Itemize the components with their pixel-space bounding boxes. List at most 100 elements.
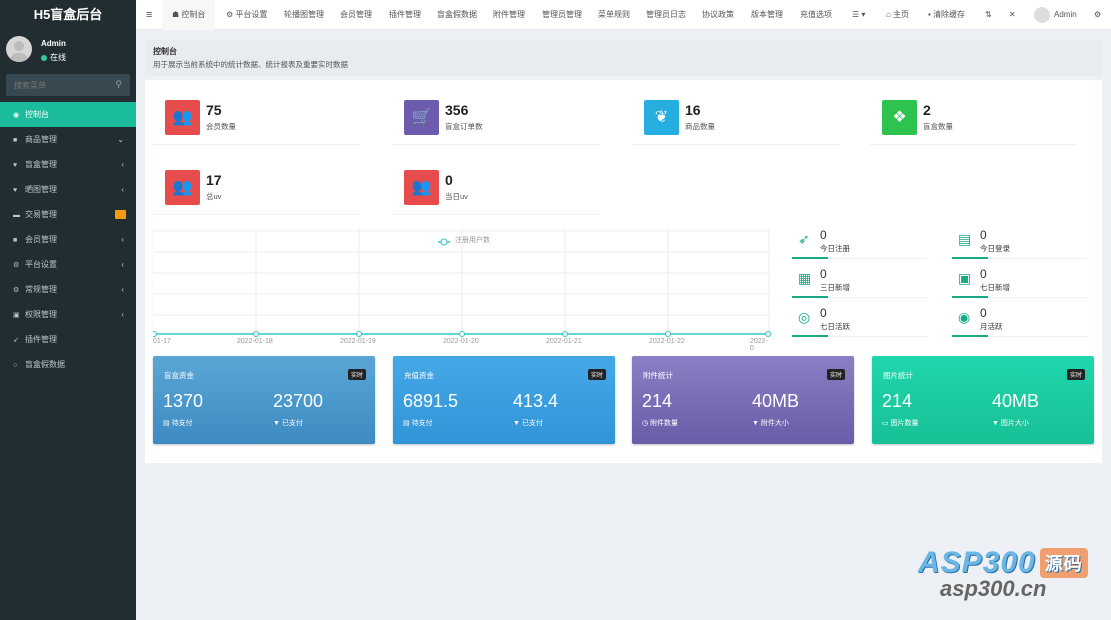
tab-dashboard[interactable]: ☗ 控制台 bbox=[162, 0, 216, 30]
stat-orders: 🛒 356 盲盒订单数 bbox=[392, 90, 599, 145]
mini-stat-7day-active: ◎ 0 七日活跃 bbox=[792, 304, 932, 342]
sidebar-item-blindbox[interactable]: ♥ 盲盒管理 ‹ bbox=[0, 152, 136, 177]
file-icon: ▤ bbox=[163, 420, 172, 427]
chevron-left-icon: ‹ bbox=[121, 160, 124, 169]
x-tick: 2022-01-20 bbox=[443, 338, 479, 345]
group-icon: ▣ bbox=[13, 312, 20, 319]
menu-search-input[interactable] bbox=[6, 74, 130, 96]
sidebar-item-platform[interactable]: ⚙ 平台设置 ‹ bbox=[0, 252, 136, 277]
avatar[interactable] bbox=[1034, 7, 1050, 23]
users-icon: 👥 bbox=[165, 170, 200, 205]
sidebar-item-showcase[interactable]: ♥ 晒图管理 ‹ bbox=[0, 177, 136, 202]
filter-icon: ▼ bbox=[513, 420, 522, 427]
home-link[interactable]: ⌂ 主页 bbox=[886, 10, 910, 19]
sidebar-item-dashboard[interactable]: ◉ 控制台 bbox=[0, 102, 136, 127]
tab-banner[interactable]: 轮播图管理 bbox=[284, 10, 324, 19]
users-icon: 👥 bbox=[404, 170, 439, 205]
content-header: 控制台 用于展示当前系统中的统计数据、统计报表及重要实时数据 bbox=[145, 40, 1102, 76]
page-title: 控制台 bbox=[153, 47, 177, 56]
sidebar-item-auth[interactable]: ▣ 权限管理 ‹ bbox=[0, 302, 136, 327]
stat-today-uv: 👥 0 当日uv bbox=[392, 160, 599, 215]
gift-icon: ♥ bbox=[13, 162, 18, 169]
calendar-plus-icon: ▣ bbox=[958, 270, 972, 286]
cogs-icon: ⚙ bbox=[13, 262, 20, 269]
tab-fake-data[interactable]: 盲盒假数据 bbox=[437, 10, 477, 19]
card-recharge-funds: 充值资金 实时 6891.5 413.4 ▤ 待支付 ▼ 已支付 bbox=[393, 356, 615, 444]
realtime-badge: 实时 bbox=[347, 369, 366, 380]
dashboard-icon: ☗ bbox=[172, 10, 182, 19]
mini-stat-today-register: ➶ 0 今日注册 bbox=[792, 226, 932, 264]
mini-stat-month-active: ◉ 0 月活跃 bbox=[952, 304, 1092, 342]
sidebar-item-products[interactable]: ■ 商品管理 ⌄ bbox=[0, 127, 136, 152]
cart-icon: ▬ bbox=[13, 212, 20, 219]
sidebar-menu: ◉ 控制台 ■ 商品管理 ⌄ ♥ 盲盒管理 ‹ ♥ 晒图管理 ‹ ▬ 交易管理 ■ 会员管理 ‹ ⚙… bbox=[0, 102, 136, 377]
gear-icon: ⚙ bbox=[226, 10, 236, 19]
tab-attachments[interactable]: 附件管理 bbox=[493, 10, 525, 19]
dashboard-icon: ◉ bbox=[13, 112, 20, 119]
translate-icon[interactable]: ⇅ bbox=[985, 10, 992, 19]
filter-icon: ▼ bbox=[752, 420, 761, 427]
clear-cache-button[interactable]: ▪ 清除缓存 bbox=[928, 10, 966, 19]
search-icon[interactable]: ⚲ bbox=[115, 79, 122, 89]
realtime-badge: 实时 bbox=[826, 369, 845, 380]
registration-line-chart[interactable]: 注册用户数 01-17 2022-01-18 2022-01-19 2022-0… bbox=[151, 228, 771, 352]
tab-admin-log[interactable]: 管理员日志 bbox=[646, 10, 686, 19]
chart-legend[interactable]: 注册用户数 bbox=[455, 237, 490, 244]
chevron-left-icon: ‹ bbox=[121, 285, 124, 294]
tab-recharge[interactable]: 充值选项 bbox=[800, 10, 832, 19]
user-circle-icon: ◉ bbox=[958, 309, 971, 325]
cogs-icon: ⚙ bbox=[13, 287, 20, 294]
stat-boxes: ❖ 2 盲盒数量 bbox=[870, 90, 1077, 145]
tab-admins[interactable]: 管理员管理 bbox=[542, 10, 582, 19]
mini-stat-3day-new: ▦ 0 三日新增 bbox=[792, 265, 932, 303]
rocket-icon: ➶ bbox=[13, 337, 19, 344]
image-icon: ▭ bbox=[882, 420, 891, 427]
watermark: ASP300 源码 asp300.cn bbox=[918, 545, 1108, 602]
tab-platform-settings[interactable]: ⚙ 平台设置 bbox=[226, 10, 268, 19]
chevron-left-icon: ‹ bbox=[121, 310, 124, 319]
leaf-icon: ❦ bbox=[644, 100, 679, 135]
dropbox-icon: ❖ bbox=[882, 100, 917, 135]
file-icon: ▤ bbox=[403, 420, 412, 427]
user-panel: Admin 在线 bbox=[0, 30, 136, 70]
tab-members[interactable]: 会员管理 bbox=[340, 10, 372, 19]
id-card-icon: ▤ bbox=[958, 231, 972, 247]
shopping-bag-icon: ■ bbox=[13, 137, 18, 144]
sidebar-item-trade[interactable]: ▬ 交易管理 bbox=[0, 202, 136, 227]
settings-icon[interactable]: ⚙ bbox=[1094, 10, 1102, 19]
user-name: Admin bbox=[41, 39, 66, 48]
tab-menu-rules[interactable]: 菜单规则 bbox=[598, 10, 630, 19]
gift-icon: ♥ bbox=[13, 187, 18, 194]
card-blindbox-funds: 盲盒资金 实时 1370 23700 ▤ 待支付 ▼ 已支付 bbox=[153, 356, 375, 444]
tab-policy[interactable]: 协议政策 bbox=[702, 10, 734, 19]
user-menu[interactable]: Admin bbox=[1054, 10, 1077, 19]
avatar bbox=[6, 36, 32, 62]
new-badge bbox=[115, 210, 126, 219]
chevron-down-icon: ⌄ bbox=[117, 135, 124, 144]
chevron-left-icon: ‹ bbox=[121, 260, 124, 269]
tab-plugins[interactable]: 插件管理 bbox=[389, 10, 421, 19]
calendar-icon: ▦ bbox=[798, 270, 812, 286]
users-icon: 👥 bbox=[165, 100, 200, 135]
sidebar-item-plugins[interactable]: ➶ 插件管理 bbox=[0, 327, 136, 352]
menu-search: ⚲ bbox=[6, 74, 130, 96]
sidebar-item-general[interactable]: ⚙ 常规管理 ‹ bbox=[0, 277, 136, 302]
tab-versions[interactable]: 版本管理 bbox=[751, 10, 783, 19]
user-status: 在线 bbox=[41, 52, 66, 63]
x-tick: 2022-0 bbox=[750, 338, 768, 352]
realtime-badge: 实时 bbox=[1066, 369, 1085, 380]
sidebar: H5盲盒后台 Admin 在线 ⚲ ◉控制台 ■商品管理⌄ ♥盲盒管理‹ ♥晒图… bbox=[0, 0, 136, 620]
sidebar-item-fake-data[interactable]: ○ 盲盒假数据 bbox=[0, 352, 136, 377]
circle-icon: ○ bbox=[13, 362, 18, 369]
app-logo[interactable]: H5盲盒后台 bbox=[0, 0, 136, 30]
fullscreen-icon[interactable]: ✕ bbox=[1009, 10, 1016, 19]
users-icon: ■ bbox=[13, 237, 18, 244]
watermark-brand: ASP300 源码 bbox=[918, 545, 1108, 580]
realtime-badge: 实时 bbox=[587, 369, 606, 380]
sidebar-item-members[interactable]: ■ 会员管理 ‹ bbox=[0, 227, 136, 252]
stat-members: 👥 75 会员数量 bbox=[153, 90, 360, 145]
menu-toggle-icon[interactable]: ≡ bbox=[146, 9, 153, 21]
clock-icon: ◷ bbox=[642, 420, 651, 427]
page-subtitle: 用于展示当前系统中的统计数据、统计报表及重要实时数据 bbox=[153, 60, 348, 69]
tabs-dropdown-icon[interactable]: ☰ ▾ bbox=[852, 10, 866, 19]
